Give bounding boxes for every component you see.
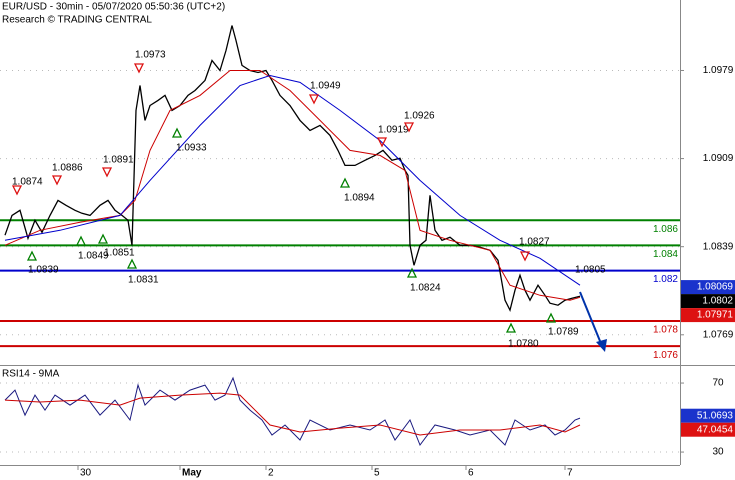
x-tick-label: 7 [567,468,573,479]
series-line [4,74,581,286]
price-annotation: 1.0894 [344,193,375,204]
level-label-box [648,322,680,336]
price-annotation: 1.0780 [508,339,539,350]
high-marker [133,63,145,74]
y-tick-label: 1.0909 [703,153,734,164]
low-marker [406,267,418,278]
price-badge-label: 1.08069 [697,282,734,293]
series-line [4,392,581,436]
high-marker [51,175,63,186]
low-marker [97,233,109,244]
high-marker [101,167,113,178]
series-line [4,25,581,313]
price-annotation: 1.0851 [104,248,135,259]
price-annotation: 1.0933 [176,143,207,154]
price-annotation: 1.0949 [310,81,341,92]
price-badge [681,308,735,323]
level-label: 1.078 [653,325,678,336]
price-annotation: 1.0849 [78,251,109,262]
price-badge-label: 1.0802 [702,296,733,307]
y-tick-label: 70 [712,378,724,389]
price-annotation: 1.0926 [404,111,435,122]
price-badge [681,422,735,437]
y-tick-label: 1.0979 [703,65,734,76]
price-annotation: 1.0886 [52,163,83,174]
price-badge-label: 47.0454 [697,424,734,435]
price-annotation: 1.0839 [28,265,59,276]
price-annotation: 1.0831 [128,275,159,286]
price-badge [681,408,735,423]
price-badge-label: 51.0693 [697,410,734,421]
price-annotation: 1.0789 [548,327,579,338]
level-label: 1.082 [653,274,678,285]
series-line [4,376,581,447]
price-annotation: 1.0891 [103,155,134,166]
x-tick-label: May [182,468,202,479]
x-tick-label: 5 [374,468,380,479]
level-label-box [648,247,680,261]
price-annotation: 1.0973 [135,50,166,61]
x-tick-label: 2 [268,468,274,479]
high-marker [403,122,415,133]
price-annotation: 1.0874 [12,177,43,188]
forecast-arrow-head [596,339,607,352]
forecast-arrow [579,291,603,347]
price-annotation: 1.0824 [410,283,441,294]
low-marker [171,127,183,138]
x-tick-label: 30 [80,468,92,479]
high-marker [519,251,531,262]
price-badge [681,294,735,309]
y-tick-label: 1.0769 [703,329,734,340]
low-marker [75,235,87,246]
chart-title: EUR/USD - 30min - 05/07/2020 05:50:36 (U… [2,2,225,13]
x-tick-label: 6 [468,468,474,479]
level-label: 1.076 [653,350,678,361]
level-label-box [648,348,680,362]
high-marker [11,185,23,196]
high-marker [308,94,320,105]
low-marker [505,322,517,333]
high-marker [376,137,388,148]
low-marker [339,177,351,188]
low-marker [126,258,138,269]
low-marker [545,312,557,323]
price-annotation: 1.0919 [378,125,409,136]
price-badge-label: 1.07971 [697,310,734,321]
series-line [4,70,581,301]
content: 1.0979 1.0909 1.0839 1.0769 1.086 1.084 1.082 1… [0,25,735,479]
y-tick-label: 30 [712,447,724,458]
price-annotation: 1.0827 [519,237,550,248]
level-label: 1.084 [653,249,678,260]
chart-subtitle: Research © TRADING CENTRAL [2,15,152,26]
level-label-box [648,222,680,236]
level-label-box [648,272,680,286]
low-marker [26,250,38,261]
rsi-title: RSI14 - 9MA [2,369,60,380]
y-tick-label: 1.0839 [703,241,734,252]
price-annotation: 1.0805 [575,265,606,276]
price-badge [681,280,735,295]
level-label: 1.086 [653,224,678,235]
